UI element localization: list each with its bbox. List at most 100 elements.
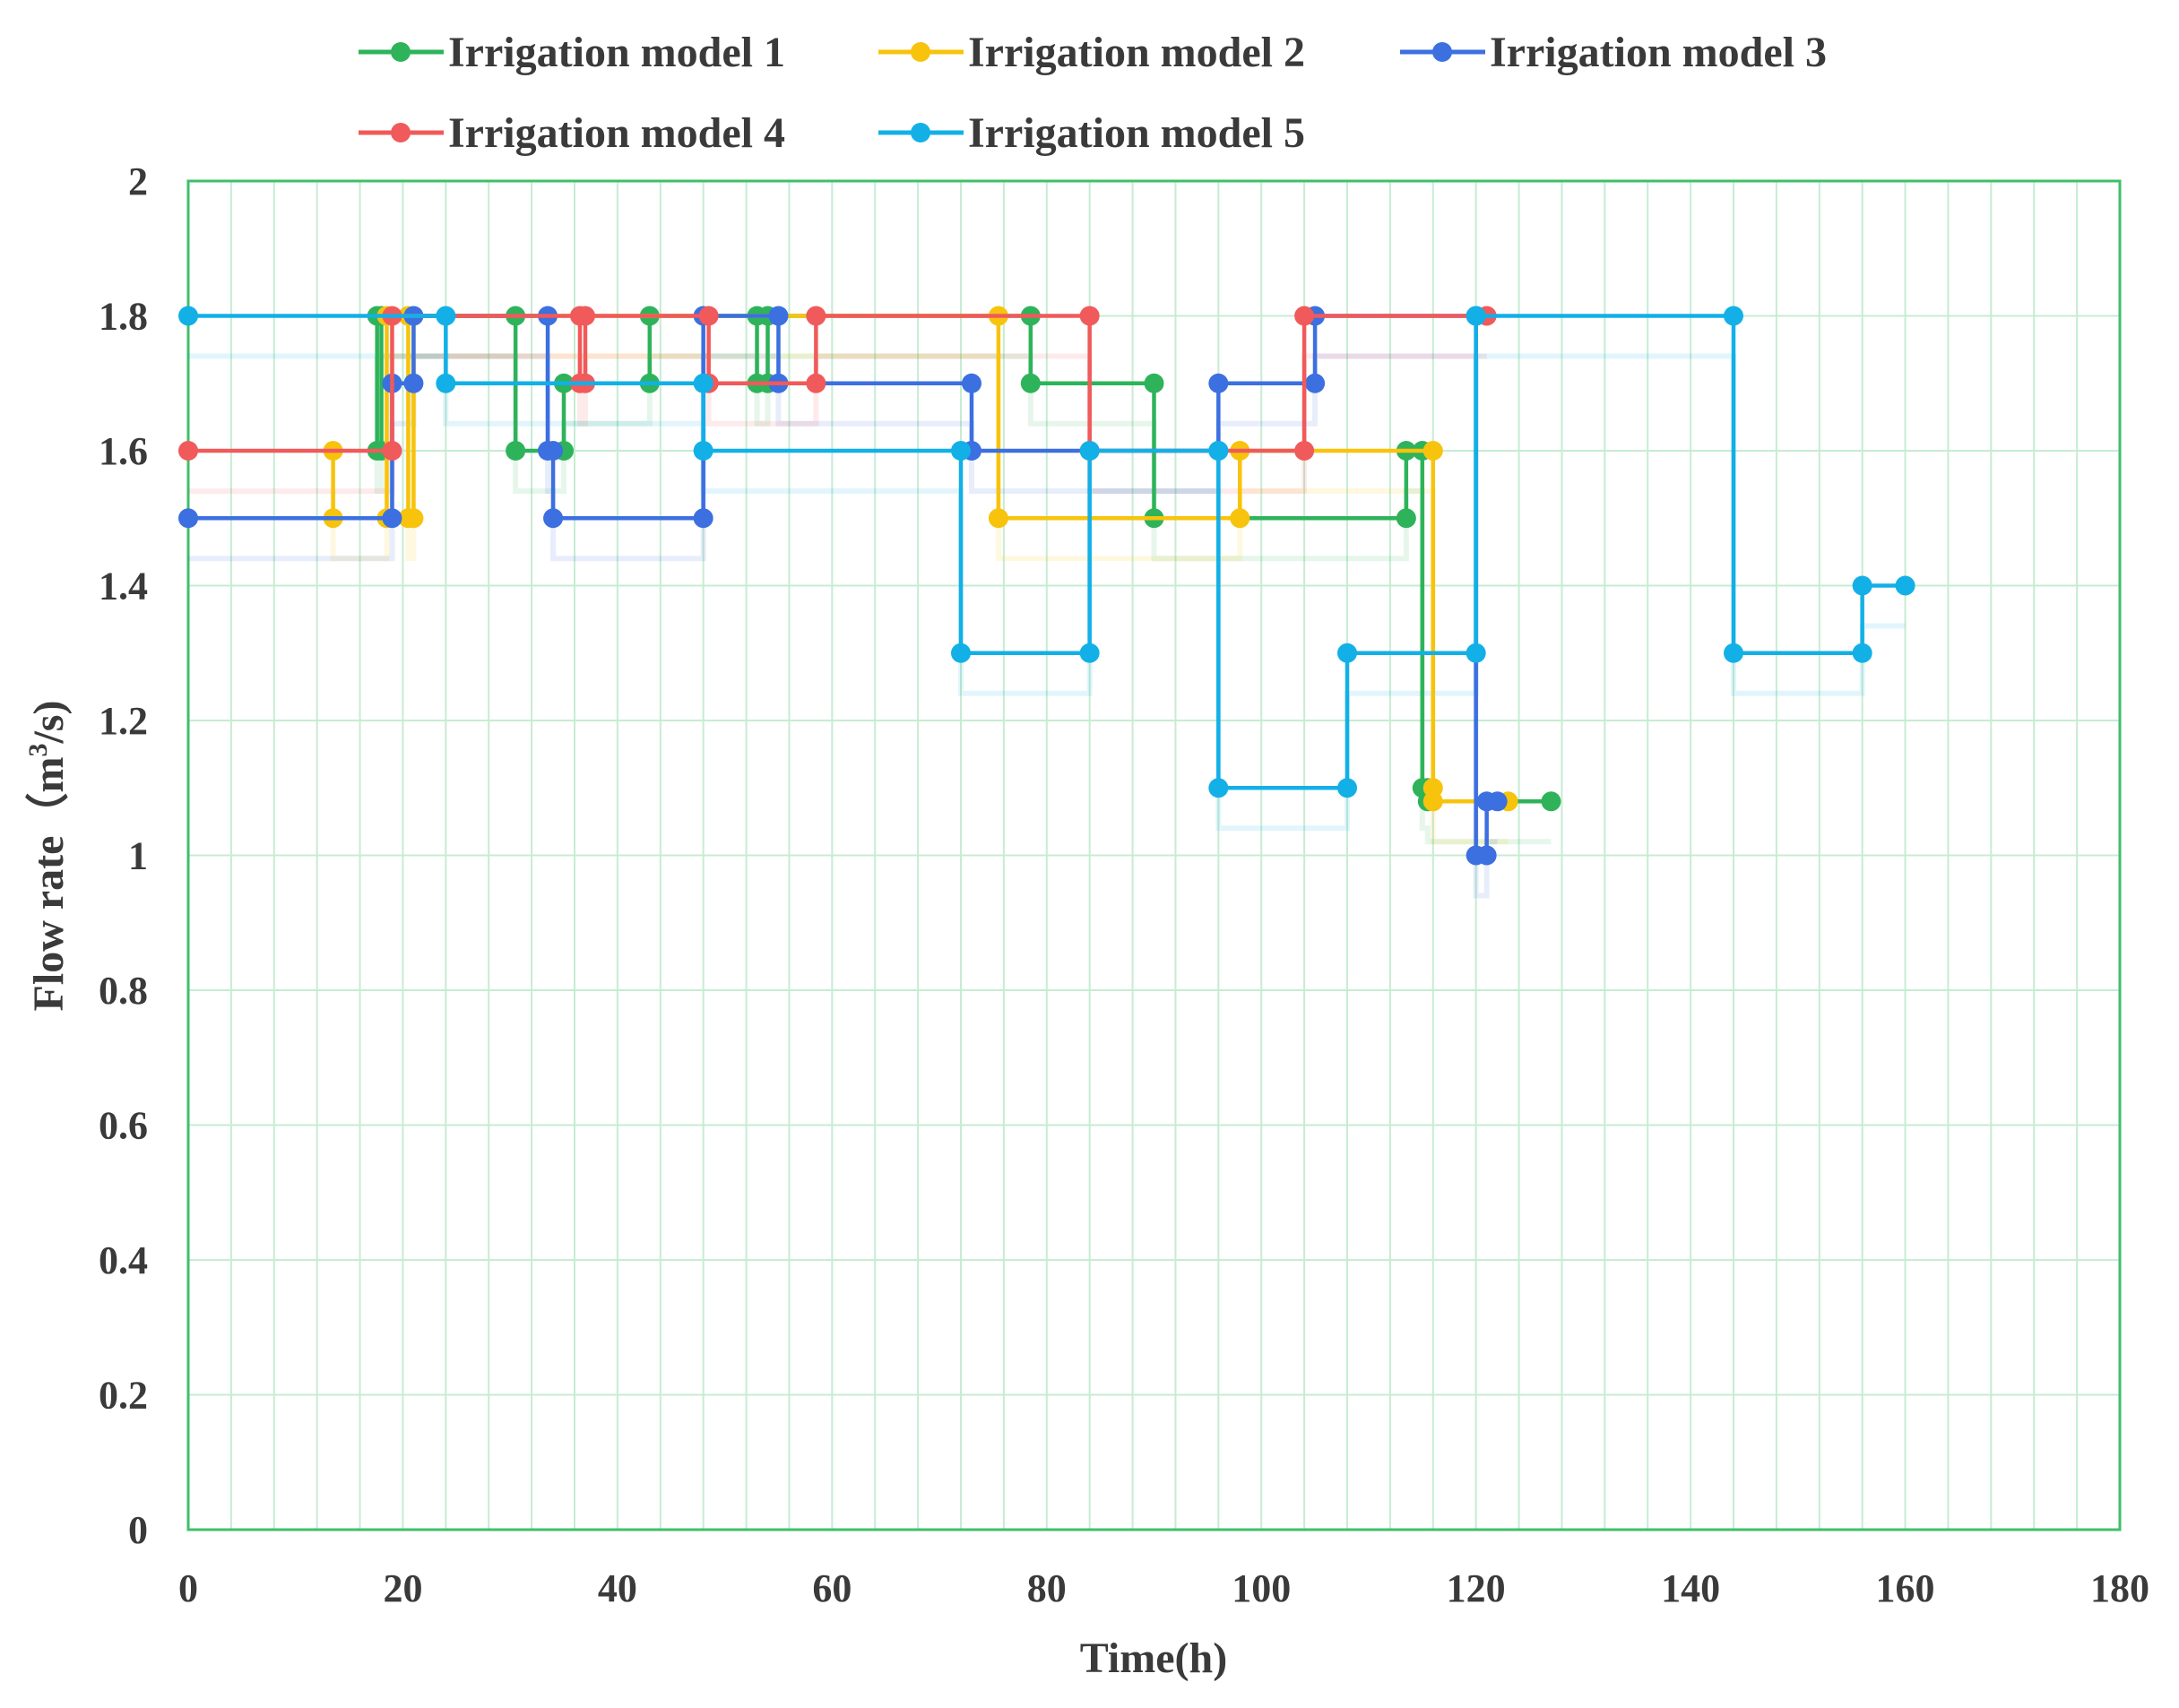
- y-tick-label: 0.4: [99, 1238, 148, 1282]
- data-point: [1208, 441, 1229, 461]
- data-point: [436, 373, 456, 393]
- y-tick-label: 0.6: [99, 1104, 148, 1148]
- data-point: [178, 508, 198, 529]
- data-point: [1079, 643, 1100, 663]
- legend-swatch-marker: [391, 42, 411, 62]
- legend-item-1: Irrigation model 1: [359, 29, 785, 76]
- data-point: [698, 306, 719, 326]
- data-point: [543, 508, 564, 529]
- series-5: [178, 306, 1915, 798]
- x-tick-label: 120: [1447, 1566, 1506, 1610]
- legend-item-2: Irrigation model 2: [878, 29, 1305, 76]
- data-point: [1079, 306, 1100, 326]
- data-point: [1144, 373, 1164, 393]
- data-point: [961, 373, 981, 393]
- legend-label: Irrigation model 3: [1490, 29, 1827, 76]
- legend-item-4: Irrigation model 4: [359, 109, 785, 157]
- data-point: [1466, 643, 1486, 663]
- data-point: [1422, 778, 1443, 798]
- data-point: [1422, 791, 1443, 812]
- legend-label: Irrigation model 4: [448, 109, 785, 157]
- x-tick-label: 180: [2090, 1566, 2149, 1610]
- data-point: [1724, 306, 1743, 326]
- y-tick-label: 2: [128, 160, 148, 203]
- data-point: [1895, 575, 1915, 596]
- x-tick-label: 160: [1876, 1566, 1935, 1610]
- y-axis-title-main: Flow rate（m: [25, 757, 73, 1012]
- data-point: [1396, 508, 1416, 529]
- data-point: [1305, 373, 1326, 393]
- data-point: [382, 441, 402, 461]
- data-point: [178, 306, 198, 326]
- data-point: [768, 306, 789, 326]
- data-point: [1020, 373, 1041, 393]
- data-point: [988, 508, 1008, 529]
- data-point: [1466, 306, 1486, 326]
- y-axis-title-end: /s): [25, 701, 73, 745]
- series-shadow-2: [330, 353, 1509, 845]
- y-tick-label: 1.4: [99, 565, 148, 608]
- x-tick-label: 60: [812, 1566, 852, 1610]
- y-tick-label: 1: [128, 834, 148, 878]
- y-tick-label: 1.6: [99, 429, 148, 473]
- y-tick-label: 0.2: [99, 1374, 148, 1418]
- data-point: [403, 508, 424, 529]
- data-point: [1541, 791, 1561, 812]
- data-point: [1724, 643, 1743, 663]
- x-tick-label: 0: [178, 1566, 198, 1610]
- y-tick-labels: 0 0.2 0.4 0.6 0.8 1 1.2 1.4 1.6 1.8 2: [99, 160, 148, 1552]
- legend-swatch-marker: [391, 123, 411, 142]
- svg-text:Flow rate（m3/s): Flow rate（m3/s): [23, 701, 73, 1012]
- legend-label: Irrigation model 5: [968, 109, 1305, 157]
- legend-item-5: Irrigation model 5: [878, 109, 1305, 157]
- legend-label: Irrigation model 1: [448, 29, 785, 76]
- data-point: [1294, 306, 1315, 326]
- data-point: [543, 441, 564, 461]
- series-lines: [178, 306, 1915, 866]
- x-tick-label: 140: [1661, 1566, 1720, 1610]
- legend-swatch-marker: [911, 42, 930, 62]
- data-point: [1208, 373, 1229, 393]
- series-4: [178, 306, 1497, 461]
- data-point: [693, 508, 713, 529]
- data-point: [436, 306, 456, 326]
- data-point: [806, 306, 826, 326]
- data-point: [1852, 575, 1872, 596]
- x-tick-label: 100: [1232, 1566, 1291, 1610]
- y-tick-label: 0: [128, 1508, 148, 1552]
- legend-swatch-marker: [1432, 42, 1452, 62]
- data-point: [806, 373, 826, 393]
- data-point: [1476, 845, 1497, 866]
- data-point: [1294, 441, 1315, 461]
- y-axis-title-superscript: 3: [23, 744, 53, 757]
- x-axis-title: Time(h): [1080, 1635, 1227, 1682]
- legend-label: Irrigation model 2: [968, 29, 1305, 76]
- x-tick-label: 40: [598, 1566, 637, 1610]
- series-shadow-1: [374, 353, 1552, 845]
- y-tick-label: 0.8: [99, 969, 148, 1013]
- data-point: [1422, 441, 1443, 461]
- data-point: [693, 441, 713, 461]
- x-tick-label: 20: [383, 1566, 422, 1610]
- legend-item-3: Irrigation model 3: [1400, 29, 1827, 76]
- plot-frame: [186, 179, 2122, 1531]
- data-point: [1337, 643, 1357, 663]
- data-point: [178, 441, 198, 461]
- data-point: [382, 508, 402, 529]
- data-point: [506, 441, 526, 461]
- data-point: [1230, 508, 1250, 529]
- y-tick-label: 1.2: [99, 699, 148, 743]
- x-tick-label: 80: [1027, 1566, 1067, 1610]
- data-point: [951, 643, 971, 663]
- data-point: [1852, 643, 1872, 663]
- data-point: [1079, 441, 1100, 461]
- legend-swatch-marker: [911, 123, 930, 142]
- data-point: [403, 373, 424, 393]
- data-point: [1337, 778, 1357, 798]
- data-point: [1487, 791, 1508, 812]
- data-point: [575, 306, 595, 326]
- y-axis-title: Flow rate（m3/s): [23, 701, 73, 1012]
- x-tick-labels: 0 20 40 60 80 100 120 140 160 180: [178, 1566, 2149, 1610]
